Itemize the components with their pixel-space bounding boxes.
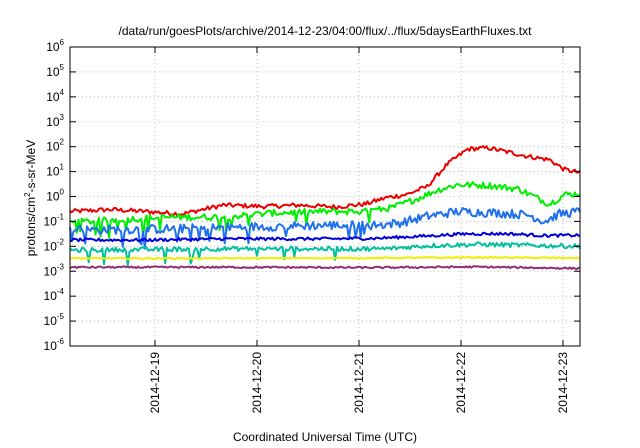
- y-tick-labels: 10-610-510-410-310-210-11001011021031041…: [44, 38, 65, 353]
- y-tick-label-base: 10: [44, 314, 58, 328]
- y-axis-label: protons/cm2-s-sr-MeV: [23, 140, 38, 256]
- y-tick-label: 10-2: [44, 237, 65, 253]
- y-tick-label-exponent: -3: [57, 262, 65, 271]
- series-line-3: [69, 207, 581, 250]
- y-tick-label-base: 10: [46, 90, 60, 104]
- y-tick-label-exponent: -5: [57, 312, 65, 321]
- y-tick-label: 10-3: [44, 262, 65, 278]
- y-tick-label: 10-4: [44, 287, 65, 303]
- series-line-7: [69, 265, 581, 271]
- y-axis-label-superscript: 2: [23, 192, 32, 197]
- y-tick-label: 104: [46, 88, 64, 104]
- y-tick-label-exponent: 4: [60, 88, 65, 97]
- y-tick-label-base: 10: [46, 165, 60, 179]
- y-tick-label: 10-1: [44, 212, 65, 228]
- tick-marks: [70, 46, 580, 347]
- series-line-2: [69, 181, 581, 239]
- y-tick-label-base: 10: [46, 140, 60, 154]
- y-tick-label-base: 10: [44, 239, 58, 253]
- series-line-6: [70, 255, 581, 260]
- y-tick-label-exponent: -2: [57, 237, 65, 246]
- y-tick-label-base: 10: [46, 40, 60, 54]
- y-tick-label-base: 10: [44, 339, 58, 353]
- y-tick-label: 101: [46, 163, 64, 179]
- y-tick-label-base: 10: [44, 264, 58, 278]
- y-tick-label-base: 10: [46, 190, 60, 204]
- y-axis-label-units: -s-sr-MeV: [24, 140, 38, 193]
- y-tick-label-exponent: 5: [60, 63, 65, 72]
- y-tick-label: 10-6: [44, 337, 65, 353]
- x-tick-label: 2014-12-23: [556, 352, 570, 414]
- series-line-5: [69, 241, 581, 267]
- x-tick-label: 2014-12-20: [250, 352, 264, 414]
- series-line-4: [69, 231, 581, 243]
- chart-title: /data/run/goesPlots/archive/2014-12-23/0…: [119, 24, 533, 38]
- y-tick-label-base: 10: [46, 65, 60, 79]
- y-tick-label-exponent: 1: [60, 163, 65, 172]
- y-tick-label-exponent: -4: [57, 287, 65, 296]
- y-tick-label-exponent: 2: [60, 138, 65, 147]
- x-axis-label: Coordinated Universal Time (UTC): [233, 430, 417, 444]
- y-tick-label: 103: [46, 113, 64, 129]
- y-tick-label-base: 10: [44, 289, 58, 303]
- y-tick-label: 102: [46, 138, 64, 154]
- y-tick-label-exponent: 0: [60, 188, 65, 197]
- series-line-1: [69, 145, 581, 217]
- y-tick-label-base: 10: [44, 214, 58, 228]
- x-tick-labels: 2014-12-19 2014-12-20 2014-12-21 2014-12-22…: [148, 352, 570, 414]
- y-tick-label-exponent: 3: [60, 113, 65, 122]
- y-tick-label: 105: [46, 63, 64, 79]
- y-tick-label-exponent: 6: [60, 38, 65, 47]
- y-tick-label: 100: [46, 188, 64, 204]
- y-tick-label: 10-5: [44, 312, 65, 328]
- series-layer: [69, 145, 581, 271]
- x-tick-label: 2014-12-19: [148, 352, 162, 414]
- y-tick-label-base: 10: [46, 115, 60, 129]
- x-tick-label: 2014-12-21: [352, 352, 366, 414]
- x-tick-label: 2014-12-22: [454, 352, 468, 414]
- y-axis-label-main: protons/cm: [24, 197, 38, 256]
- y-tick-label: 106: [46, 38, 64, 54]
- y-tick-label-exponent: -6: [57, 337, 65, 346]
- y-tick-label-exponent: -1: [57, 212, 65, 221]
